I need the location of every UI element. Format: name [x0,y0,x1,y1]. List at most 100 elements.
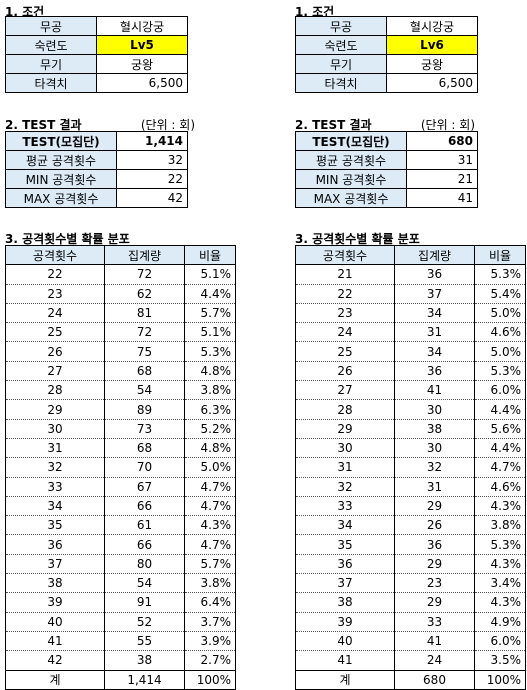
table-cell: 5.3% [184,341,236,362]
table-cell: 5.3% [474,264,526,285]
table-cell: 31 [394,322,475,343]
table-cell: 26 [394,515,475,536]
table-cell: 35 [5,515,105,536]
table-row: 38 29 4.3% [295,592,526,613]
condition-value: 궁왕 [386,54,478,74]
table-cell: 33 [5,477,105,497]
test-label: 평균 공격횟수 [5,150,117,170]
test-row: MAX 공격횟수 42 [5,188,188,208]
test-label: TEST(모집단) [295,131,407,151]
table-cell: 3.8% [184,380,236,401]
table-cell: 24 [295,322,395,343]
table-cell: 27 [295,380,395,401]
section-title-conditions: 1. 조건 [295,5,335,19]
table-cell: 5.1% [184,322,236,343]
table-cell: 2.7% [184,650,236,671]
test-value: 41 [406,188,478,208]
table-cell: 4.7% [184,534,236,555]
distribution-total-row: 계 1,414 100% [5,669,236,690]
table-cell: 24 [394,650,475,671]
table-cell: 3.5% [474,650,526,671]
table-cell: 3.4% [474,573,526,594]
table-cell: 4.6% [474,477,526,497]
condition-value-highlight: Lv5 [96,35,188,55]
table-cell: 34 [5,496,105,517]
table-cell: 72 [104,264,185,285]
condition-label: 숙련도 [5,35,97,55]
table-cell: 61 [104,515,185,536]
table-cell: 29 [394,496,475,517]
table-row: 36 66 4.7% [5,534,236,555]
table-row: 29 89 6.3% [5,399,236,420]
distribution-table: 공격횟수 집계량 비율 22 72 5.1% 23 62 4.4% 24 81 5.7% 25 72 5.1… [5,244,236,690]
table-row: 32 70 5.0% [5,457,236,478]
table-row: 26 36 5.3% [295,361,526,382]
test-row: TEST(모집단) 1,414 [5,131,188,151]
table-cell: 6.4% [184,592,236,613]
table-cell: 31 [394,477,475,497]
table-cell: 36 [394,361,475,382]
condition-value: 혈시강궁 [386,16,478,36]
table-row: 34 26 3.8% [295,515,526,536]
condition-label: 타격치 [5,73,97,93]
column-header: 비율 [474,244,526,266]
table-cell: 37 [5,554,105,575]
column-header: 비율 [184,244,236,266]
table-cell: 81 [104,303,185,324]
table-cell: 37 [295,573,395,594]
total-cell: 계 [5,669,105,690]
table-row: 42 38 2.7% [5,650,236,671]
column-header: 공격횟수 [5,244,105,266]
table-cell: 30 [394,438,475,459]
table-cell: 30 [394,399,475,420]
test-row: MIN 공격횟수 21 [295,169,478,189]
table-row: 24 81 5.7% [5,303,236,324]
condition-row: 무기 궁왕 [295,54,478,74]
total-cell: 100% [474,669,526,690]
table-row: 38 54 3.8% [5,573,236,594]
unit-label: (단위 : 회) [420,118,475,132]
table-row: 22 37 5.4% [295,284,526,304]
test-label: 평균 공격횟수 [295,150,407,170]
distribution-table: 공격횟수 집계량 비율 21 36 5.3% 22 37 5.4% 23 34 5.0% 24 31 4.6… [295,244,526,690]
table-row: 37 80 5.7% [5,554,236,575]
table-cell: 39 [5,592,105,613]
table-row: 27 68 4.8% [5,361,236,382]
test-value: 31 [406,150,478,170]
table-row: 23 34 5.0% [295,303,526,324]
total-cell: 680 [394,669,475,690]
table-row: 35 36 5.3% [295,534,526,555]
test-result-table: TEST(모집단) 1,414 평균 공격횟수 32 MIN 공격횟수 22 M… [5,131,188,208]
table-row: 34 66 4.7% [5,496,236,517]
table-cell: 34 [394,341,475,362]
table-row: 27 41 6.0% [295,380,526,401]
table-cell: 36 [394,534,475,555]
table-cell: 67 [104,477,185,497]
table-row: 25 34 5.0% [295,341,526,362]
table-cell: 5.7% [184,554,236,575]
table-row: 41 55 3.9% [5,631,236,652]
conditions-table: 무공 혈시강궁 숙련도 Lv5 무기 궁왕 타격치 6,500 [5,16,188,93]
table-cell: 26 [295,361,395,382]
table-row: 39 91 6.4% [5,592,236,613]
table-row: 24 31 4.6% [295,322,526,343]
table-cell: 23 [5,284,105,304]
section-title-conditions: 1. 조건 [5,5,45,19]
table-cell: 4.3% [474,592,526,613]
table-cell: 32 [295,477,395,497]
table-cell: 6.3% [184,399,236,420]
table-row: 37 23 3.4% [295,573,526,594]
total-cell: 100% [184,669,236,690]
table-cell: 4.6% [474,322,526,343]
table-cell: 38 [295,592,395,613]
table-cell: 24 [5,303,105,324]
table-cell: 6.0% [474,631,526,652]
test-row: MAX 공격횟수 41 [295,188,478,208]
table-cell: 54 [104,380,185,401]
table-cell: 4.8% [184,438,236,459]
table-row: 40 52 3.7% [5,612,236,632]
condition-label: 무기 [5,54,97,74]
table-row: 21 36 5.3% [295,264,526,285]
table-row: 25 72 5.1% [5,322,236,343]
table-cell: 29 [295,419,395,439]
